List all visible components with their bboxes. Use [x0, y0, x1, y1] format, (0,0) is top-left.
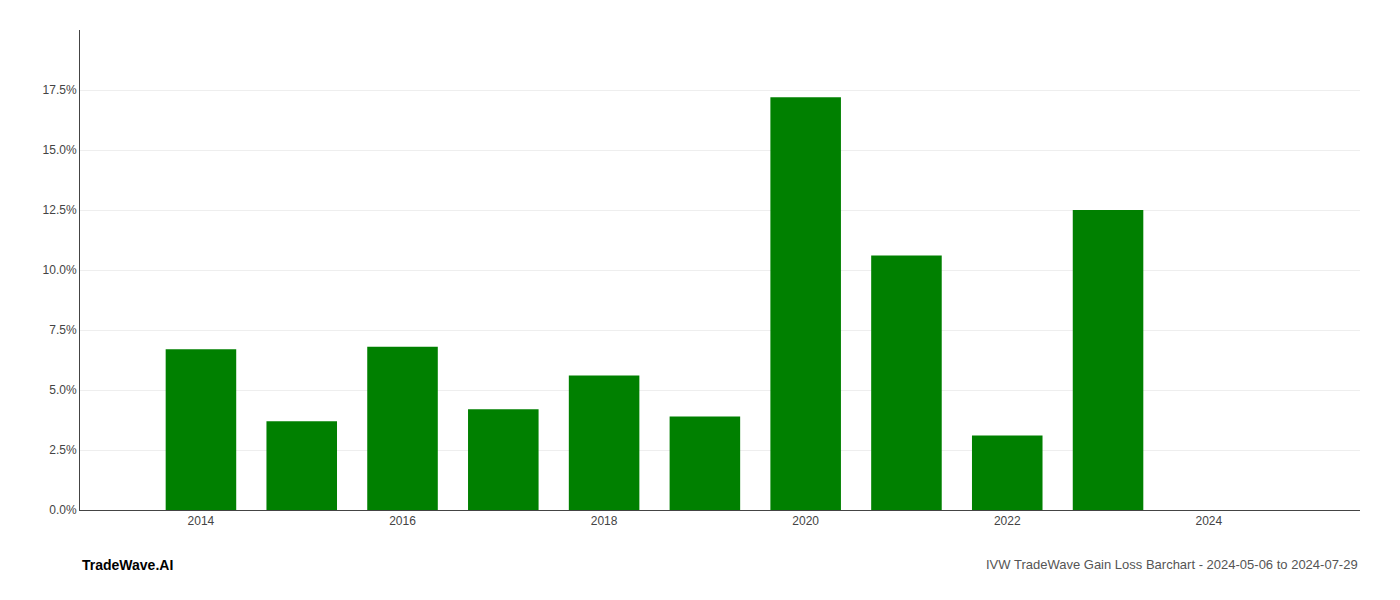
- svg-text:0.0%: 0.0%: [49, 503, 77, 517]
- svg-text:7.5%: 7.5%: [49, 323, 77, 337]
- svg-text:TradeWave.AI: TradeWave.AI: [82, 557, 173, 573]
- svg-text:10.0%: 10.0%: [43, 263, 77, 277]
- svg-text:2022: 2022: [994, 514, 1021, 528]
- svg-text:2014: 2014: [188, 514, 215, 528]
- svg-text:2018: 2018: [591, 514, 618, 528]
- svg-text:15.0%: 15.0%: [43, 143, 77, 157]
- svg-text:IVW TradeWave Gain Loss Barcha: IVW TradeWave Gain Loss Barchart - 2024-…: [986, 557, 1358, 572]
- svg-text:5.0%: 5.0%: [49, 383, 77, 397]
- svg-text:17.5%: 17.5%: [43, 83, 77, 97]
- svg-text:2.5%: 2.5%: [49, 443, 77, 457]
- svg-text:2016: 2016: [389, 514, 416, 528]
- svg-text:2024: 2024: [1195, 514, 1222, 528]
- svg-text:12.5%: 12.5%: [43, 203, 77, 217]
- svg-text:2020: 2020: [792, 514, 819, 528]
